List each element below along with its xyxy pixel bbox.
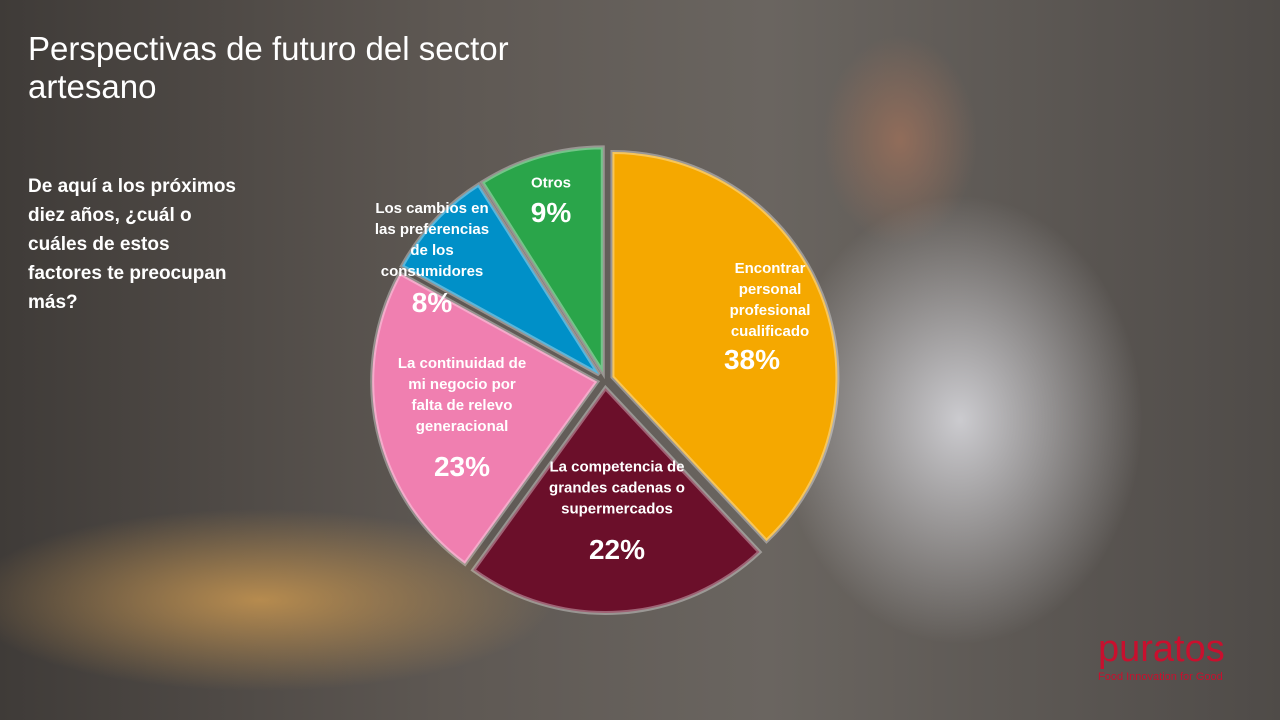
- logo-tagline: Food Innovation for Good: [1098, 671, 1223, 683]
- value-label: 22%: [588, 534, 646, 565]
- pie-slice: [610, 150, 840, 544]
- slice-label: La continuidad de mi negocio por falta d…: [397, 355, 527, 435]
- logo-brand: puratos: [1098, 628, 1225, 670]
- slice-label: Otros: [530, 174, 571, 192]
- value-label: 8%: [411, 287, 453, 318]
- slice-label: Los cambios en las preferencias de los c…: [374, 200, 490, 280]
- pie-slice: [470, 384, 763, 615]
- question: De aquí a los próximos diez años, ¿cuál …: [28, 176, 236, 313]
- value-label: 9%: [530, 197, 572, 228]
- chart-title: Perspectivas de futuro del sector artesa…: [28, 30, 509, 105]
- pie-slice: [399, 181, 601, 377]
- value-label: 38%: [723, 344, 781, 375]
- slice-label: Encontrar personal profesional cualifica…: [729, 260, 811, 340]
- slice-label: La competencia de grandes cadenas o supe…: [549, 458, 685, 518]
- value-label: 23%: [433, 451, 491, 482]
- pie-slice: [370, 270, 601, 567]
- pie-slice: [479, 145, 605, 380]
